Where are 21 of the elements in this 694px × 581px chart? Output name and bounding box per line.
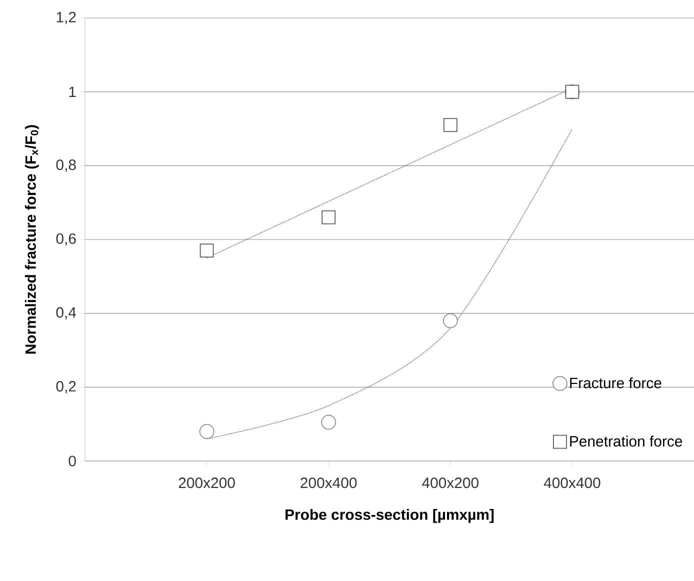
point <box>443 118 458 132</box>
point <box>199 424 214 439</box>
point <box>200 244 214 258</box>
x-tick-label: 400x400 <box>544 478 600 488</box>
x-tick-label: 200x200 <box>178 478 235 488</box>
y-tick-label: 0,8 <box>56 159 76 172</box>
point <box>442 313 458 328</box>
y-tick-label: 1,2 <box>56 12 76 24</box>
y-tick-label: 0,6 <box>56 233 76 246</box>
x-tick-label: 200x400 <box>300 478 357 488</box>
x-axis-title: Probe cross-section [µmxµm] <box>286 508 494 523</box>
y-tick-label: 1 <box>69 86 76 97</box>
legend-label: Penetration force <box>570 436 682 447</box>
y-tick-label: 0,4 <box>56 307 76 320</box>
y-tick-label: 0,2 <box>56 380 76 394</box>
y-tick-label: 0 <box>68 456 76 466</box>
point <box>322 210 336 224</box>
point <box>321 414 336 430</box>
y-axis-title: Normalized fracture force (F$_{x}$/F$_{0}$) <box>24 125 39 354</box>
x-tick-label: 400x200 <box>422 478 478 488</box>
legend-label: Fracture force <box>570 377 662 388</box>
